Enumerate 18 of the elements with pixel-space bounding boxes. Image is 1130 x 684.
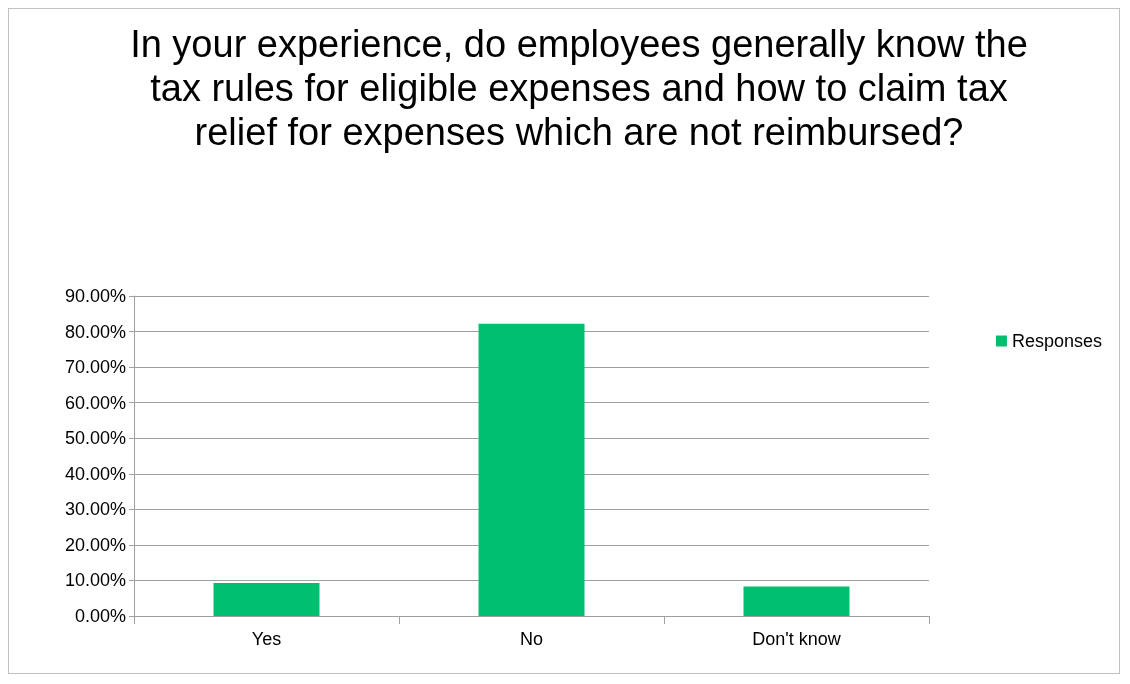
legend-label: Responses — [1011, 331, 1103, 351]
x-tick-label: Don't know — [752, 629, 842, 649]
y-tick-label: 70.00% — [64, 357, 126, 378]
y-tick-label: 80.00% — [64, 321, 126, 342]
y-tick-label: 40.00% — [64, 463, 126, 484]
bar — [478, 323, 585, 616]
y-tick-label: 60.00% — [64, 392, 126, 413]
y-tick-label: 50.00% — [64, 428, 126, 449]
y-tick-label: 20.00% — [64, 534, 126, 555]
bar — [213, 582, 320, 616]
x-tick-label: No — [519, 629, 544, 649]
x-tick-label: Yes — [251, 629, 282, 649]
y-tick-label: 30.00% — [64, 499, 126, 520]
y-tick-label: 90.00% — [64, 286, 126, 306]
y-tick-label: 10.00% — [64, 570, 126, 591]
y-tick-label: 0.00% — [74, 606, 126, 626]
bar — [743, 586, 850, 616]
chart-title: In your experience, do employees generally know the tax rules for eligible expenses and how to claim tax relief for expenses which are not reimbursed? — [130, 23, 1028, 153]
